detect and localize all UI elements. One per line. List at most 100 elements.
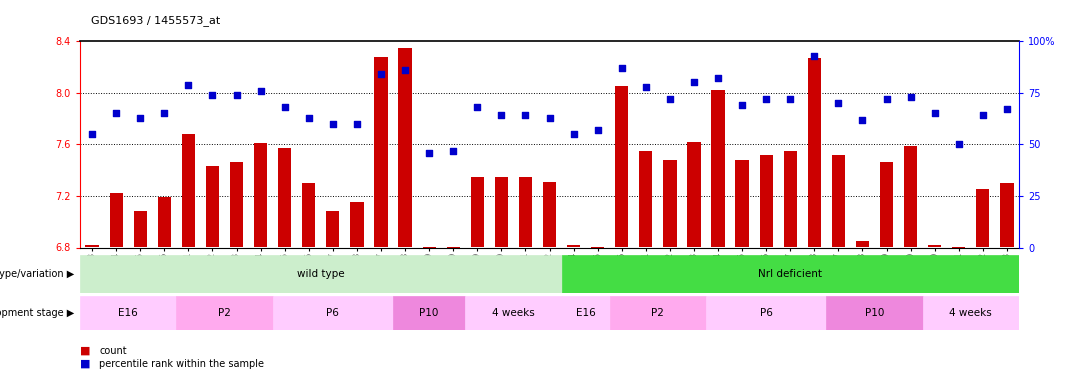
Point	[228, 92, 245, 98]
Point	[806, 53, 823, 58]
Point	[734, 102, 751, 108]
Text: 4 weeks: 4 weeks	[492, 308, 535, 318]
Bar	[206, 166, 219, 248]
Bar	[712, 90, 724, 248]
Bar	[278, 148, 291, 248]
Bar	[110, 194, 123, 248]
Bar	[976, 189, 989, 248]
Bar	[471, 177, 484, 248]
Bar	[85, 245, 98, 248]
Text: GDS1693 / 1455573_at: GDS1693 / 1455573_at	[91, 15, 220, 26]
Bar	[447, 248, 460, 250]
Point	[758, 96, 775, 102]
Point	[685, 80, 702, 86]
Text: E16: E16	[118, 308, 138, 318]
Point	[324, 121, 341, 127]
Point	[999, 106, 1016, 112]
Bar	[706, 296, 826, 330]
Text: P2: P2	[218, 308, 230, 318]
Point	[974, 112, 991, 118]
Bar	[176, 296, 273, 330]
Point	[348, 121, 365, 127]
Text: P2: P2	[652, 308, 665, 318]
Bar	[904, 146, 918, 248]
Point	[204, 92, 221, 98]
Bar	[880, 162, 893, 248]
Bar	[375, 57, 387, 248]
Bar	[80, 255, 561, 292]
Point	[566, 131, 583, 137]
Point	[156, 110, 173, 116]
Bar	[350, 202, 364, 248]
Bar	[302, 183, 316, 248]
Text: P10: P10	[419, 308, 439, 318]
Bar	[543, 182, 556, 248]
Bar	[952, 248, 966, 249]
Point	[108, 110, 125, 116]
Text: wild type: wild type	[297, 269, 345, 279]
Text: 4 weeks: 4 weeks	[950, 308, 992, 318]
Text: P6: P6	[327, 308, 339, 318]
Bar	[832, 154, 845, 248]
Point	[468, 104, 485, 110]
Bar	[133, 211, 147, 248]
Point	[252, 88, 269, 94]
Bar	[615, 86, 628, 248]
Text: E16: E16	[576, 308, 595, 318]
Point	[637, 84, 654, 90]
Text: Nrl deficient: Nrl deficient	[759, 269, 823, 279]
Bar	[591, 248, 604, 250]
Bar	[181, 134, 195, 248]
Text: P6: P6	[760, 308, 773, 318]
Point	[541, 114, 558, 120]
Text: percentile rank within the sample: percentile rank within the sample	[99, 359, 265, 369]
Bar	[519, 177, 532, 248]
Point	[300, 114, 317, 120]
Point	[782, 96, 799, 102]
Point	[951, 141, 968, 147]
Point	[878, 96, 895, 102]
Point	[516, 112, 534, 118]
Bar	[735, 160, 749, 248]
Bar	[561, 296, 609, 330]
Point	[710, 75, 727, 81]
Bar	[465, 296, 561, 330]
Bar	[609, 296, 706, 330]
Bar	[398, 48, 412, 248]
Bar	[567, 245, 580, 248]
Bar	[808, 58, 821, 248]
Bar	[760, 154, 773, 248]
Text: P10: P10	[865, 308, 885, 318]
Point	[276, 104, 293, 110]
Point	[397, 67, 414, 73]
Point	[902, 94, 919, 100]
Bar	[826, 296, 923, 330]
Point	[131, 114, 148, 120]
Bar	[327, 211, 339, 248]
Text: ■: ■	[80, 346, 91, 355]
Bar	[273, 296, 393, 330]
Point	[854, 117, 871, 123]
Bar	[229, 162, 243, 248]
Bar	[639, 151, 652, 248]
Bar	[856, 241, 870, 248]
Bar	[1001, 183, 1014, 248]
Point	[926, 110, 943, 116]
Point	[180, 81, 197, 87]
Text: development stage ▶: development stage ▶	[0, 308, 75, 318]
Bar	[158, 197, 171, 248]
Bar	[687, 142, 701, 248]
Bar	[561, 255, 1019, 292]
Point	[493, 112, 510, 118]
Point	[589, 127, 606, 133]
Bar	[664, 160, 676, 248]
Bar	[783, 151, 797, 248]
Bar	[495, 177, 508, 248]
Point	[614, 65, 631, 71]
Point	[662, 96, 679, 102]
Bar	[423, 248, 435, 249]
Point	[420, 150, 437, 156]
Bar	[923, 296, 1019, 330]
Point	[83, 131, 100, 137]
Bar	[928, 245, 941, 248]
